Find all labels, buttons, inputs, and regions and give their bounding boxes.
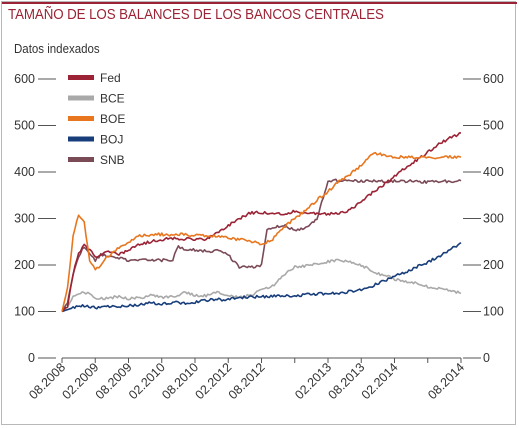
legend-swatch-bce	[68, 95, 94, 101]
y-tick-label-left: 600	[14, 72, 35, 86]
axes: 0 0 100 100 200 200 300 300 400 400 500 500 600 600 08…	[14, 72, 504, 402]
chart-subtitle: Datos indexados	[14, 42, 100, 56]
x-tick-label: 08.2014	[425, 360, 467, 402]
legend: Fed BCE BOE BOJ SNB	[68, 71, 125, 167]
y-tick-label-left: 100	[14, 305, 35, 319]
title-rule	[2, 2, 517, 4]
legend-label-boj: BOJ	[100, 133, 123, 147]
y-tick-label-right: 500	[483, 119, 504, 133]
series-line-fed	[61, 132, 461, 313]
series-layer	[61, 132, 462, 313]
y-tick-label-right: 200	[483, 258, 504, 272]
x-tick-label: 08.2012	[226, 360, 268, 402]
legend-label-snb: SNB	[100, 153, 125, 167]
series-line-boe	[61, 151, 462, 312]
x-tick-label: 02.2014	[359, 360, 401, 402]
chart-title: TAMAÑO DE LOS BALANCES DE LOS BANCOS CEN…	[8, 7, 384, 23]
legend-swatch-boe	[68, 116, 94, 121]
legend-label-bce: BCE	[100, 92, 125, 106]
series-line-boj	[61, 242, 462, 313]
y-tick-label-left: 400	[14, 165, 35, 179]
legend-swatch-snb	[68, 157, 94, 162]
series-line-bce	[61, 258, 462, 313]
legend-label-fed: Fed	[100, 71, 121, 85]
y-tick-label-left: 300	[14, 212, 35, 226]
legend-swatch-boj	[68, 136, 94, 142]
legend-label-boe: BOE	[100, 112, 125, 126]
series-line-snb	[61, 178, 462, 312]
y-tick-label-left: 200	[14, 258, 35, 272]
legend-swatch-fed	[68, 75, 94, 80]
y-tick-label-right: 0	[483, 351, 490, 365]
y-tick-label-right: 300	[483, 212, 504, 226]
y-tick-label-right: 400	[483, 165, 504, 179]
y-tick-label-left: 0	[28, 351, 35, 365]
y-tick-label-right: 600	[483, 72, 504, 86]
y-tick-label-right: 100	[483, 305, 504, 319]
y-tick-label-left: 500	[14, 119, 35, 133]
